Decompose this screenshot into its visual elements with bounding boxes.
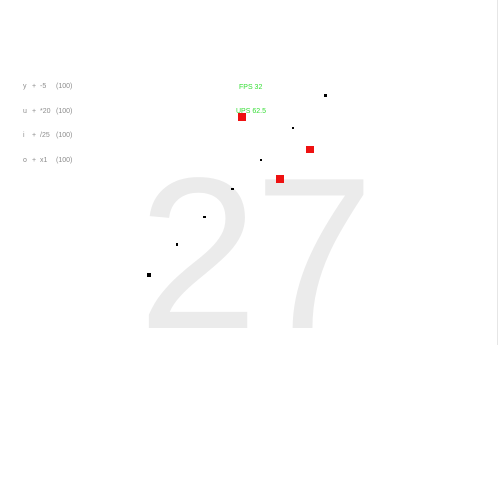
canvas-edge-line bbox=[497, 0, 498, 345]
enemy-square bbox=[275, 175, 284, 183]
control-plus: + bbox=[32, 156, 37, 164]
control-plus: + bbox=[32, 83, 37, 90]
control-row: u + *20 (100) bbox=[23, 108, 93, 133]
control-operation: *20 bbox=[40, 107, 51, 115]
control-operation: /25 bbox=[40, 132, 50, 139]
control-operation: x1 bbox=[40, 156, 48, 164]
control-key: o bbox=[23, 156, 27, 164]
particle bbox=[146, 272, 151, 277]
control-key: y bbox=[23, 83, 27, 90]
enemy-square bbox=[238, 113, 246, 121]
score-display: 27 bbox=[138, 132, 374, 374]
control-plus: + bbox=[32, 107, 37, 115]
particle bbox=[175, 243, 178, 246]
particle bbox=[203, 215, 206, 218]
control-count: (100) bbox=[56, 83, 73, 90]
control-row: y + -5 (100) bbox=[23, 83, 93, 108]
particle bbox=[324, 94, 327, 97]
controls-panel: y + -5 (100) u + *20 (100) i + /25 (100)… bbox=[23, 83, 93, 181]
control-key: i bbox=[23, 132, 25, 139]
control-row: o + x1 (100) bbox=[23, 157, 93, 182]
control-count: (100) bbox=[56, 132, 73, 139]
particle bbox=[231, 187, 234, 190]
control-count: (100) bbox=[56, 107, 73, 115]
control-row: i + /25 (100) bbox=[23, 132, 93, 157]
particle bbox=[291, 126, 294, 129]
particle bbox=[259, 158, 262, 161]
control-count: (100) bbox=[56, 156, 73, 164]
control-operation: -5 bbox=[40, 83, 47, 90]
fps-counter: FPS 32 bbox=[239, 84, 263, 91]
control-key: u bbox=[23, 107, 27, 115]
ups-counter: UPS 62.5 bbox=[236, 108, 266, 115]
control-plus: + bbox=[32, 132, 37, 139]
enemy-square bbox=[306, 145, 314, 153]
